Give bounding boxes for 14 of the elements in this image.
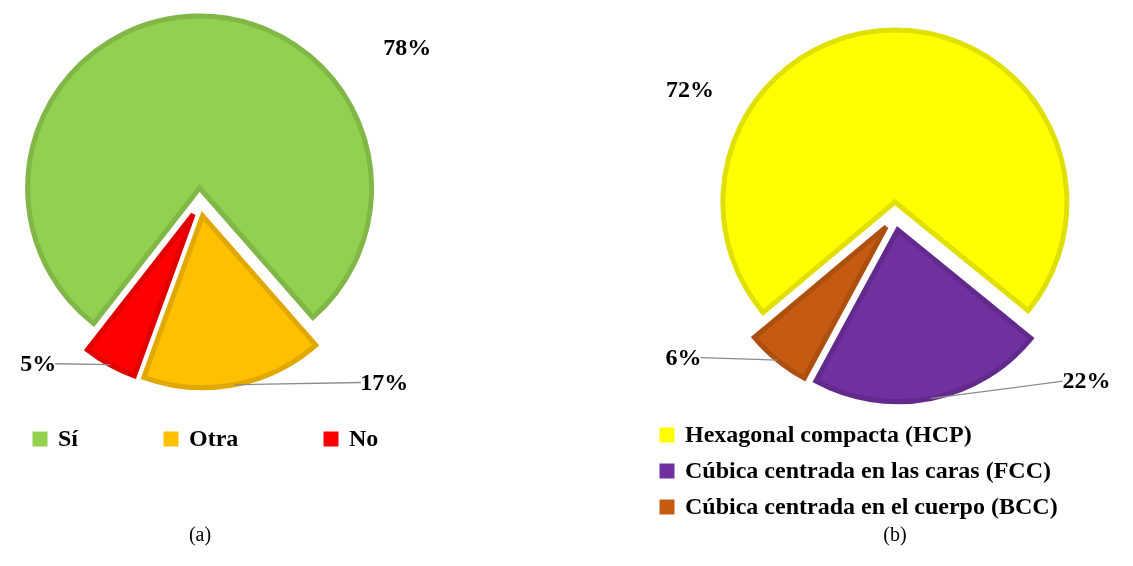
data-label: 72% [665, 75, 714, 102]
data-label: 78% [383, 34, 432, 61]
data-label: 5% [20, 349, 57, 376]
data-label: 17% [360, 368, 409, 395]
legend-label: Otra [189, 425, 239, 451]
text: (b) [883, 523, 907, 546]
legend-label: Sí [58, 425, 79, 451]
legend-label: Cúbica centrada en las caras (FCC) [685, 457, 1051, 483]
legend-label: No [349, 425, 379, 451]
legend-label: Cúbica centrada en el cuerpo (BCC) [685, 493, 1058, 519]
legend-label: Hexagonal compacta (HCP) [685, 421, 972, 447]
text: (a) [188, 523, 212, 546]
data-label: 6% [665, 343, 702, 370]
data-label: 22% [1062, 367, 1111, 394]
